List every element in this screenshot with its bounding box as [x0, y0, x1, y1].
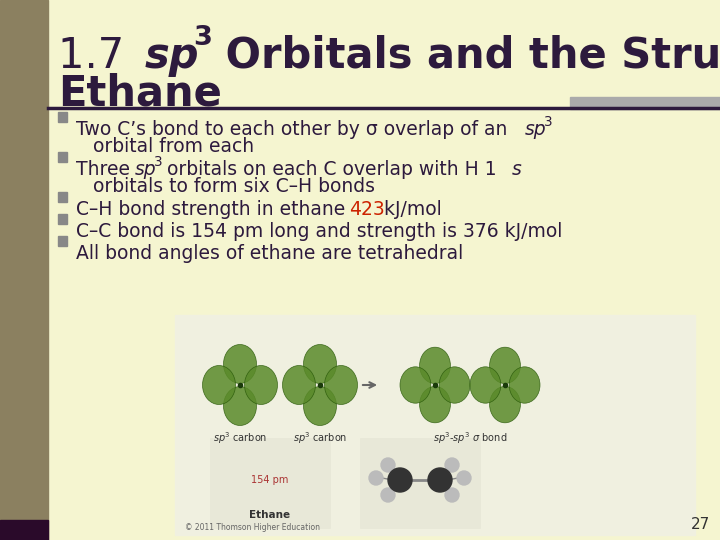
Bar [58, 236, 67, 246]
Text: 3: 3 [544, 115, 553, 129]
Ellipse shape [325, 366, 358, 404]
Bar [210, 438, 330, 528]
Circle shape [428, 468, 452, 492]
Text: 423: 423 [349, 200, 384, 219]
Text: orbitals to form six C–H bonds: orbitals to form six C–H bonds [93, 177, 375, 196]
Text: Ethane: Ethane [58, 73, 222, 115]
Text: $sp^3$ carbon: $sp^3$ carbon [293, 430, 347, 446]
Ellipse shape [223, 345, 256, 383]
Text: $sp^3$-$sp^3$ $\sigma$ bond: $sp^3$-$sp^3$ $\sigma$ bond [433, 430, 507, 446]
Text: C–H bond strength in ethane: C–H bond strength in ethane [76, 200, 351, 219]
Ellipse shape [245, 366, 277, 404]
Ellipse shape [282, 366, 315, 404]
Text: sp: sp [524, 120, 546, 139]
Bar [58, 214, 67, 224]
Ellipse shape [439, 367, 470, 403]
Text: Ethane: Ethane [249, 510, 291, 520]
Ellipse shape [470, 367, 501, 403]
Text: Two C’s bond to each other by σ overlap of an: Two C’s bond to each other by σ overlap … [76, 120, 513, 139]
Ellipse shape [202, 366, 235, 404]
Bar [0, 520, 48, 540]
Text: orbitals on each C overlap with H 1: orbitals on each C overlap with H 1 [161, 160, 497, 179]
Circle shape [388, 468, 412, 492]
Text: sp: sp [135, 160, 156, 179]
Text: 27: 27 [690, 517, 710, 532]
Bar [360, 438, 480, 528]
Circle shape [381, 458, 395, 472]
Ellipse shape [509, 367, 540, 403]
Text: 1.7: 1.7 [58, 35, 138, 77]
Text: © 2011 Thomson Higher Education: © 2011 Thomson Higher Education [185, 523, 320, 532]
Ellipse shape [304, 387, 336, 426]
Text: 154 pm: 154 pm [251, 475, 289, 485]
Bar [58, 192, 67, 202]
Ellipse shape [420, 387, 451, 423]
Text: C–C bond is 154 pm long and strength is 376 kJ/mol: C–C bond is 154 pm long and strength is … [76, 222, 562, 241]
Ellipse shape [490, 347, 521, 383]
Text: $sp^3$ carbon: $sp^3$ carbon [213, 430, 267, 446]
Bar [58, 112, 67, 122]
Circle shape [445, 458, 459, 472]
Ellipse shape [420, 347, 451, 383]
Ellipse shape [400, 367, 431, 403]
Circle shape [445, 488, 459, 502]
Ellipse shape [304, 345, 336, 383]
Text: kJ/mol: kJ/mol [378, 200, 442, 219]
Text: Three: Three [76, 160, 136, 179]
Text: 3: 3 [154, 155, 163, 169]
Text: sp: sp [145, 35, 199, 77]
Text: 3: 3 [193, 25, 212, 51]
Text: Orbitals and the Structure of: Orbitals and the Structure of [211, 35, 720, 77]
Text: All bond angles of ethane are tetrahedral: All bond angles of ethane are tetrahedra… [76, 244, 463, 263]
Text: orbital from each: orbital from each [93, 137, 254, 156]
Ellipse shape [223, 387, 256, 426]
Bar [0, 0, 48, 540]
Ellipse shape [490, 387, 521, 423]
Circle shape [457, 471, 471, 485]
Circle shape [369, 471, 383, 485]
Text: s: s [512, 160, 522, 179]
Bar [570, 97, 720, 109]
Circle shape [381, 488, 395, 502]
Bar [175, 315, 695, 535]
Bar [58, 152, 67, 162]
